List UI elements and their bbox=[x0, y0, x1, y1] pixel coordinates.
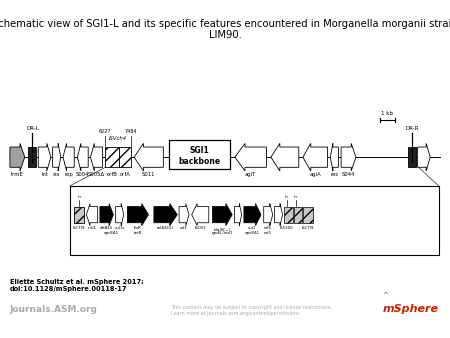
Text: Journals.ASM.org: Journals.ASM.org bbox=[10, 305, 98, 314]
Text: res: res bbox=[330, 172, 338, 177]
Text: S005Δ: S005Δ bbox=[88, 172, 105, 177]
Text: floR: floR bbox=[134, 226, 142, 230]
Polygon shape bbox=[90, 143, 103, 171]
Polygon shape bbox=[127, 203, 148, 226]
Bar bbox=[408, 147, 416, 167]
Text: DR-L: DR-L bbox=[26, 126, 39, 131]
Text: 6227: 6227 bbox=[99, 129, 112, 134]
Bar bbox=[303, 207, 313, 223]
Text: in: in bbox=[285, 195, 288, 199]
Text: ISVch4: ISVch4 bbox=[109, 136, 127, 141]
Text: orfB: orfB bbox=[107, 172, 117, 177]
Text: int: int bbox=[41, 172, 48, 177]
Text: intI1: intI1 bbox=[87, 226, 97, 230]
Text: qacEΔ1: qacEΔ1 bbox=[245, 231, 260, 235]
Text: xis: xis bbox=[53, 172, 60, 177]
Text: trmE: trmE bbox=[11, 172, 24, 177]
Polygon shape bbox=[418, 143, 430, 171]
Text: 7484: 7484 bbox=[124, 129, 137, 134]
Text: orf5: orf5 bbox=[264, 231, 272, 235]
Text: qacEΔ1: qacEΔ1 bbox=[104, 231, 119, 235]
Polygon shape bbox=[100, 203, 113, 226]
Text: agiA: agiA bbox=[309, 172, 321, 177]
Text: Eliette Schultz et al. mSphere 2017;
doi:10.1128/mSphere.00118-17: Eliette Schultz et al. mSphere 2017; doi… bbox=[10, 279, 144, 292]
Text: sul1s: sul1s bbox=[114, 226, 125, 230]
Bar bbox=[119, 147, 130, 167]
Text: Schematic view of SGI1-L and its specific features encountered in Morganella mor: Schematic view of SGI1-L and its specifi… bbox=[0, 19, 450, 40]
Text: orf1: orf1 bbox=[180, 226, 188, 230]
Text: orfA: orfA bbox=[119, 172, 130, 177]
Polygon shape bbox=[134, 143, 163, 171]
Bar bbox=[284, 207, 293, 223]
Polygon shape bbox=[271, 143, 299, 171]
Text: ISCR3: ISCR3 bbox=[194, 226, 206, 230]
Text: in: in bbox=[294, 195, 298, 199]
Polygon shape bbox=[38, 143, 51, 171]
Text: dfrA15: dfrA15 bbox=[100, 226, 113, 230]
Text: S004: S004 bbox=[76, 172, 90, 177]
Bar bbox=[105, 147, 119, 167]
Text: tet64(G): tet64(G) bbox=[157, 226, 174, 230]
Bar bbox=[74, 207, 84, 223]
Text: SGI1
backbone: SGI1 backbone bbox=[178, 146, 220, 166]
Bar bbox=[70, 186, 439, 255]
Polygon shape bbox=[235, 143, 266, 171]
Polygon shape bbox=[212, 203, 232, 226]
Text: groEL/intI1: groEL/intI1 bbox=[212, 231, 233, 235]
Polygon shape bbox=[86, 203, 98, 226]
Text: orf6: orf6 bbox=[264, 226, 272, 230]
Text: S044: S044 bbox=[342, 172, 356, 177]
Polygon shape bbox=[303, 143, 328, 171]
Text: tetR: tetR bbox=[134, 231, 142, 235]
Polygon shape bbox=[179, 203, 189, 226]
Text: DR-R: DR-R bbox=[405, 126, 419, 131]
Bar bbox=[294, 207, 302, 223]
Bar bbox=[169, 140, 230, 169]
Polygon shape bbox=[330, 143, 338, 171]
Text: S011: S011 bbox=[142, 172, 156, 177]
Polygon shape bbox=[264, 203, 273, 226]
Text: agiT: agiT bbox=[245, 172, 256, 177]
Polygon shape bbox=[274, 203, 283, 226]
Polygon shape bbox=[77, 143, 88, 171]
Polygon shape bbox=[63, 143, 74, 171]
Polygon shape bbox=[116, 203, 124, 226]
Polygon shape bbox=[154, 203, 177, 226]
Text: IS5100: IS5100 bbox=[279, 226, 293, 230]
Text: ISCTI9: ISCTI9 bbox=[73, 226, 86, 230]
Polygon shape bbox=[244, 203, 261, 226]
Polygon shape bbox=[234, 203, 242, 226]
Text: rep: rep bbox=[64, 172, 73, 177]
Text: sul1: sul1 bbox=[248, 226, 256, 230]
Text: in: in bbox=[77, 195, 81, 199]
Text: $bla_{PDC-1}$: $bla_{PDC-1}$ bbox=[213, 226, 232, 234]
Text: This content may be subject to copyright and license restrictions.
Learn more at: This content may be subject to copyright… bbox=[171, 305, 332, 316]
Polygon shape bbox=[192, 203, 209, 226]
Text: mSphere: mSphere bbox=[382, 304, 438, 314]
Text: 1 kb: 1 kb bbox=[382, 111, 393, 116]
Polygon shape bbox=[10, 143, 25, 171]
Polygon shape bbox=[341, 143, 356, 171]
Polygon shape bbox=[53, 143, 61, 171]
Bar bbox=[28, 147, 36, 167]
Text: ISCTI9: ISCTI9 bbox=[302, 226, 315, 230]
Text: ^: ^ bbox=[382, 292, 388, 298]
